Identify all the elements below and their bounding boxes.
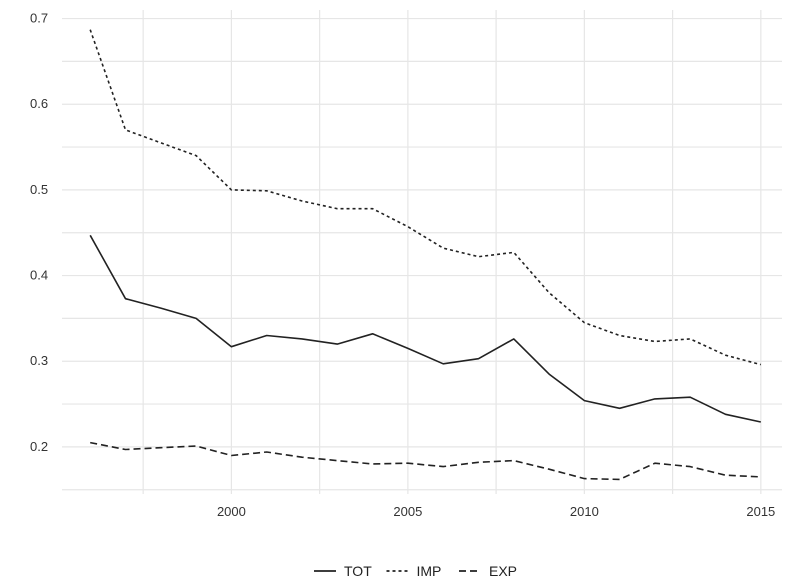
legend-label-tot: TOT: [344, 563, 372, 579]
y-tick-label: 0.2: [30, 439, 48, 454]
grid-minor-lines: [62, 10, 782, 494]
legend-label-exp: EXP: [489, 563, 517, 579]
series-layer: [89, 29, 762, 481]
y-tick-label: 0.7: [30, 11, 48, 26]
legend-label-imp: IMP: [417, 563, 442, 579]
x-tick-label: 2000: [217, 504, 246, 519]
y-tick-label: 0.5: [30, 182, 48, 197]
x-tick-label: 2005: [393, 504, 422, 519]
y-tick-label: 0.4: [30, 268, 48, 283]
grid-major-lines: [62, 10, 782, 494]
y-axis-tick-labels: 0.2 0.3 0.4 0.5 0.6 0.7: [30, 11, 48, 454]
y-tick-label: 0.3: [30, 353, 48, 368]
x-tick-label: 2010: [570, 504, 599, 519]
x-axis-tick-labels: 2000 2005 2010 2015: [217, 504, 775, 519]
x-tick-label: 2015: [746, 504, 775, 519]
series-line-imp: [89, 29, 762, 366]
series-line-tot: [89, 234, 761, 423]
series-line-exp: [90, 441, 761, 481]
y-tick-label: 0.6: [30, 96, 48, 111]
legend: TOT IMP EXP: [314, 563, 517, 579]
